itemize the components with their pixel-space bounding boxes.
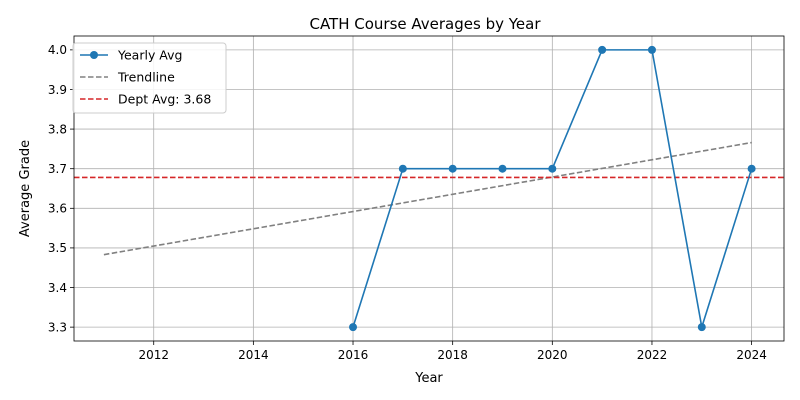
- chart-title: CATH Course Averages by Year: [309, 15, 541, 33]
- y-tick-label: 4.0: [48, 43, 67, 57]
- series: [349, 45, 756, 332]
- x-tick-label: 2022: [637, 348, 668, 362]
- legend-label-dept-avg: Dept Avg: 3.68: [118, 92, 211, 107]
- legend-marker-yearly-avg: [90, 51, 98, 59]
- yearly-avg-point: [448, 164, 457, 173]
- legend-box: [72, 42, 227, 114]
- legend-label-yearly-avg: Yearly Avg: [117, 48, 182, 63]
- y-axis-label: Average Grade: [18, 140, 33, 237]
- grid: [74, 36, 784, 341]
- x-tick-label: 2024: [736, 348, 767, 362]
- x-tick-label: 2012: [138, 348, 169, 362]
- plot-frame: [73, 35, 785, 342]
- x-tick-label: 2014: [238, 348, 269, 362]
- yearly-avg-point: [349, 323, 358, 332]
- yearly-avg-point: [598, 45, 607, 54]
- yearly-avg-point: [498, 164, 507, 173]
- y-tick-label: 3.5: [48, 241, 67, 255]
- legend: Yearly Avg Trendline Dept Avg: 3.68: [72, 42, 227, 114]
- x-axis-label: Year: [414, 371, 443, 386]
- y-tick-label: 3.3: [48, 320, 67, 334]
- yearly-avg-point: [747, 164, 756, 173]
- yearly-avg-point: [548, 164, 557, 173]
- ticks: 2012 2014 2016 2018 2020 2022 2024 3.3 3.4 3.5 3.6…: [48, 43, 767, 362]
- x-tick-label: 2016: [338, 348, 369, 362]
- yearly-avg-point: [398, 164, 407, 173]
- x-tick-label: 2018: [437, 348, 468, 362]
- yearly-avg-point: [697, 323, 706, 332]
- reference-lines: [74, 141, 784, 256]
- y-tick-label: 3.7: [48, 162, 67, 176]
- y-tick-label: 3.9: [48, 83, 67, 97]
- y-tick-label: 3.6: [48, 202, 67, 216]
- y-tick-label: 3.8: [48, 122, 67, 136]
- yearly-avg-point: [647, 45, 656, 54]
- y-tick-label: 3.4: [48, 281, 67, 295]
- x-tick-label: 2020: [537, 348, 568, 362]
- legend-label-trendline: Trendline: [117, 70, 175, 85]
- trendline: [103, 141, 752, 256]
